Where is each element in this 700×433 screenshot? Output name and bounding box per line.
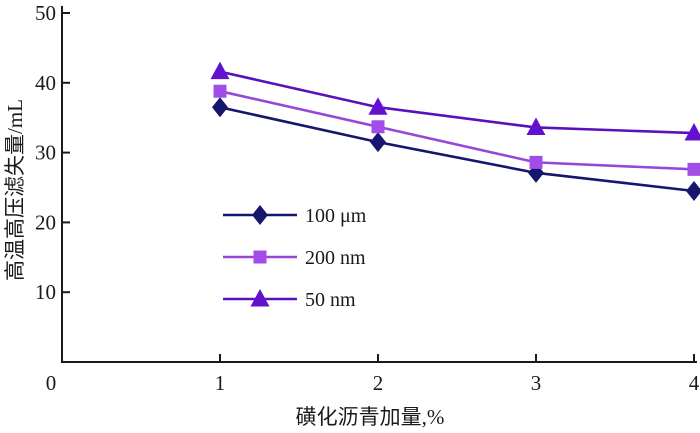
series-line (219, 89, 695, 171)
triangle-marker (526, 117, 546, 135)
diamond-marker (252, 205, 268, 225)
diamond-marker (370, 132, 386, 153)
series-lines (210, 61, 700, 201)
series-line (219, 105, 695, 193)
x-tick-label: 4 (689, 371, 700, 395)
x-tick-label: 1 (215, 371, 226, 395)
series-line (219, 70, 695, 135)
square-marker (371, 120, 385, 134)
triangle-marker (210, 61, 230, 80)
triangle-marker (250, 289, 270, 307)
diamond-marker (212, 97, 228, 118)
x-tick-label: 2 (373, 371, 384, 395)
legend-entry: 100 μm (223, 205, 367, 227)
square-marker (529, 155, 543, 169)
y-axis-title: 高温高压滤失量/mL (3, 99, 27, 281)
y-tick-label: 10 (35, 280, 56, 304)
legend-entry: 50 nm (223, 289, 356, 311)
origin-label: 0 (46, 371, 57, 395)
y-tick-label: 20 (35, 210, 56, 234)
square-marker (253, 250, 267, 264)
y-tick-label: 50 (35, 1, 56, 25)
square-marker (213, 84, 227, 98)
x-axis-title: 磺化沥青加量,% (296, 405, 445, 429)
legend-label: 50 nm (305, 289, 356, 311)
diamond-marker (686, 180, 700, 201)
y-tick-label: 30 (35, 141, 56, 165)
legend-label: 200 nm (305, 247, 366, 269)
triangle-marker (368, 97, 388, 115)
legend: 100 μm 200 nm 50 nm (223, 205, 367, 311)
triangle-marker (684, 123, 700, 141)
y-tick-label: 40 (35, 71, 56, 95)
x-tick-label: 3 (531, 371, 542, 395)
legend-label: 100 μm (305, 205, 367, 227)
legend-entry: 200 nm (223, 247, 366, 269)
square-marker (687, 162, 700, 176)
